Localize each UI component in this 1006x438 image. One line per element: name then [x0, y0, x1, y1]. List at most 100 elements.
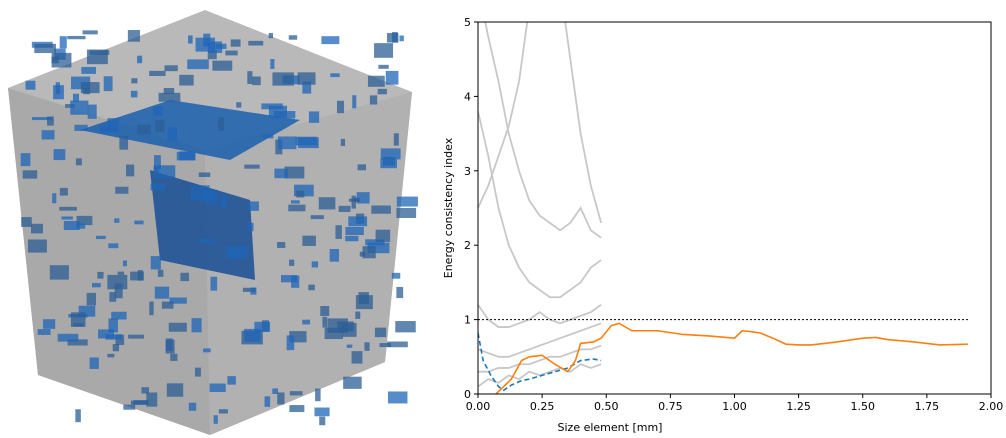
cube-blob: [166, 383, 184, 397]
cube-blob: [248, 201, 259, 211]
cube-blob: [163, 87, 175, 95]
cube-blob: [220, 194, 227, 209]
cube-blob: [179, 151, 196, 161]
line: [478, 22, 529, 209]
cube-blob: [57, 333, 79, 342]
cube-blob: [114, 283, 123, 299]
cube-blob: [356, 192, 370, 204]
cube-blob: [80, 82, 100, 94]
cube-blob: [336, 100, 345, 114]
cube-blob: [264, 396, 271, 407]
cube-blob: [150, 183, 165, 191]
cube-blob: [254, 321, 271, 332]
cube-blob: [92, 283, 101, 288]
cube-blob: [261, 103, 283, 110]
cube-blob: [289, 405, 305, 413]
cube-blob: [55, 82, 60, 95]
cube-blob: [76, 223, 86, 229]
cube-blob: [374, 327, 387, 338]
cube-blob: [188, 402, 197, 411]
cube-blobs: [20, 30, 418, 426]
cube-blob: [362, 246, 376, 259]
cube-blob: [20, 153, 31, 167]
cube-blob: [67, 339, 88, 346]
cube-blob: [385, 70, 399, 85]
cube-blob: [72, 93, 80, 102]
cube-blob: [134, 220, 144, 225]
x-tick-label: 0.00: [466, 400, 491, 413]
x-tick-label: 1.50: [851, 400, 876, 413]
cube-blob: [37, 329, 51, 335]
cube-blob: [244, 164, 260, 169]
cube-blob: [161, 236, 171, 246]
cube-blob: [111, 311, 127, 320]
cube-blob: [141, 387, 149, 394]
y-axis-label: Energy consistency index: [442, 137, 455, 278]
cube-blob: [128, 334, 144, 339]
y-tick-label: 3: [464, 165, 471, 178]
cube-blob: [87, 104, 97, 119]
cube-blob: [369, 95, 378, 105]
cube-blob: [327, 318, 348, 333]
cube-blob: [47, 116, 54, 126]
cube-blob: [137, 124, 151, 135]
line: [478, 363, 602, 388]
cube-blob: [315, 388, 321, 402]
cube-blob: [146, 392, 158, 407]
cube-blob: [123, 404, 136, 410]
cube-blob: [119, 135, 129, 150]
cube-blob: [205, 208, 210, 220]
cube-blob: [227, 376, 236, 385]
cube-blob: [115, 186, 129, 194]
cube-render: [8, 10, 418, 435]
cube-blob: [203, 33, 211, 47]
cube-blob: [34, 43, 56, 54]
cube-blob: [236, 102, 242, 108]
cube-blob: [289, 391, 303, 396]
cube-blob: [273, 111, 296, 119]
cube-blob: [277, 392, 285, 405]
cube-blob: [49, 265, 69, 280]
cube-blob: [288, 204, 306, 212]
cube-blob: [157, 269, 164, 277]
cube-blob: [153, 165, 176, 179]
cube-blob: [346, 344, 353, 348]
cube-blob: [348, 216, 368, 227]
cube-blob: [112, 344, 120, 352]
line: [478, 111, 602, 299]
cube-blob: [277, 242, 286, 248]
cube-blob: [242, 287, 256, 292]
cube-blob: [122, 260, 127, 267]
cube-blob: [364, 342, 370, 351]
cube-blob: [335, 225, 342, 239]
cube-blob: [165, 339, 175, 354]
cube-blob: [396, 207, 417, 218]
cube-blob: [348, 198, 360, 202]
cube-blob: [208, 41, 223, 53]
cube-blob: [180, 272, 189, 282]
cube-blob: [345, 226, 364, 235]
x-tick-label: 1.00: [722, 400, 747, 413]
cube-blob: [288, 35, 298, 40]
plot-lines: [478, 22, 968, 394]
cube-blob: [380, 158, 398, 169]
cube-blob: [379, 343, 391, 348]
cube-blob: [155, 187, 172, 201]
cube-blob: [207, 50, 217, 60]
cube-blob: [395, 321, 416, 333]
cube-blob: [108, 318, 118, 333]
cube-blob: [296, 190, 305, 198]
cube-blob: [367, 242, 390, 254]
x-tick-label: 2.00: [979, 400, 1004, 413]
cube-blob: [76, 215, 93, 226]
cube-blob: [27, 239, 47, 253]
cube-blob: [311, 261, 319, 268]
cube-blob: [375, 229, 391, 242]
cube-blob: [272, 388, 279, 394]
cube-blob: [154, 286, 170, 299]
cube-blob: [191, 318, 202, 333]
cube-blob: [268, 33, 274, 39]
cube-blob: [114, 218, 120, 223]
cube-blob: [320, 306, 330, 317]
